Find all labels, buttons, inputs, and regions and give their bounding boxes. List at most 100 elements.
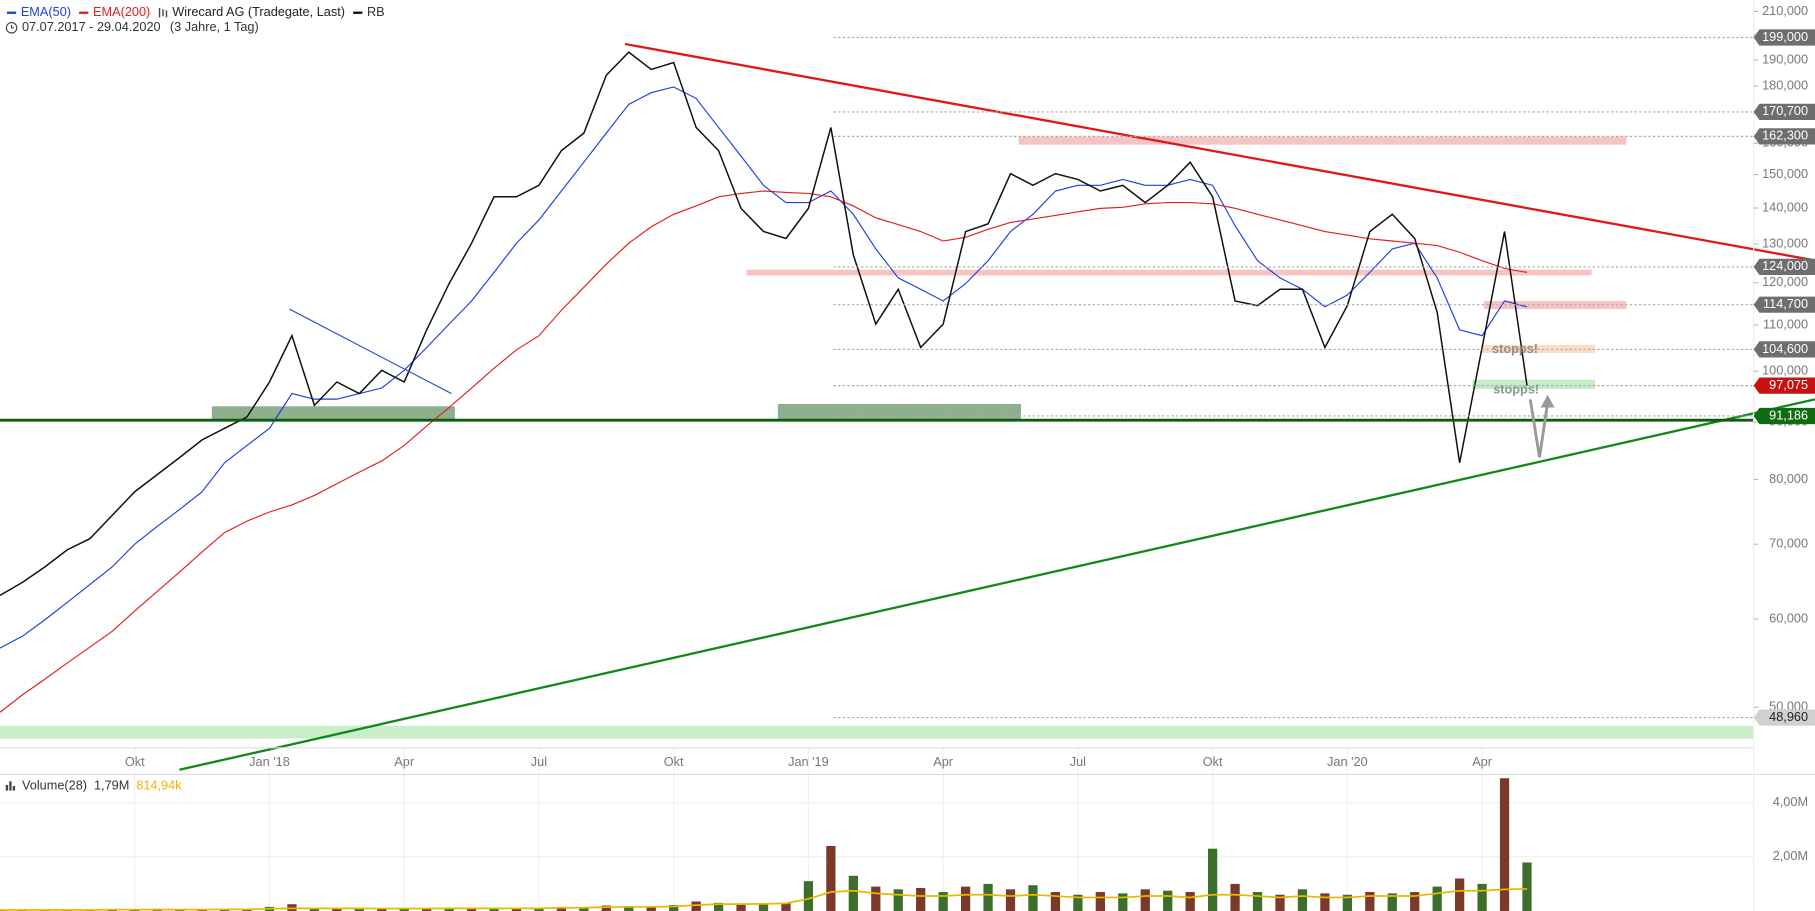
- level-label: 97,075: [1769, 377, 1808, 392]
- annotation: stopps!: [1493, 381, 1539, 396]
- y-tick-label: 130,000: [1762, 235, 1808, 250]
- x-tick-label: Okt: [1203, 754, 1223, 769]
- y-tick-label: 140,000: [1762, 199, 1808, 214]
- x-tick-label: Jul: [1070, 754, 1086, 769]
- volume-bar: [1297, 889, 1308, 911]
- level-badge: [1753, 29, 1815, 46]
- level-label: 48,960: [1769, 709, 1808, 724]
- volume-bar: [1140, 889, 1150, 911]
- x-tick-label: Okt: [125, 754, 145, 769]
- volume-bar: [1230, 883, 1240, 911]
- price-line: [0, 86, 1528, 649]
- legend-label: RB: [367, 4, 385, 19]
- volume-ma-value: 814,94k: [136, 777, 182, 792]
- level-label: 124,000: [1762, 258, 1808, 273]
- level-label: 104,600: [1762, 341, 1808, 356]
- volume-bar: [579, 907, 589, 911]
- volume-bar: [1365, 892, 1375, 911]
- level-label: 199,000: [1762, 29, 1808, 44]
- level-badge: [1753, 341, 1815, 358]
- trend-line: [289, 308, 452, 395]
- level-label: 114,700: [1763, 296, 1808, 311]
- volume-bar: [1185, 892, 1195, 911]
- clock-icon: [5, 22, 18, 34]
- volume-bar: [1387, 893, 1397, 911]
- resistance-zone: [746, 269, 1592, 276]
- level-label: 170,700: [1762, 103, 1808, 118]
- volume-bar: [1118, 893, 1128, 911]
- volume-bar: [332, 908, 342, 911]
- volume-bar: [354, 907, 364, 911]
- volume-bar: [1252, 892, 1263, 911]
- level-badge: [1753, 296, 1815, 313]
- resistance-zone: [1483, 300, 1627, 310]
- volume-bar: [646, 906, 656, 911]
- volume-bar: [893, 889, 903, 911]
- level-badge: [1753, 407, 1815, 425]
- x-tick-label: Apr: [1472, 754, 1493, 769]
- volume-bar: [422, 908, 432, 911]
- volume-bar: [871, 886, 881, 911]
- resistance-zone: [1018, 136, 1627, 145]
- legend-label: Wirecard AG (Tradegate, Last): [172, 4, 345, 19]
- volume-icon: [5, 781, 16, 791]
- volume-bar: [1522, 862, 1532, 911]
- price-line: [0, 190, 1528, 713]
- date-range: 07.07.2017 - 29.04.2020: [22, 19, 161, 34]
- volume-bar: [1073, 894, 1083, 911]
- y-tick-label: 150,000: [1762, 166, 1808, 181]
- volume-bar: [1432, 886, 1442, 911]
- volume-bar: [669, 905, 679, 911]
- volume-bar: [1342, 894, 1352, 911]
- volume-bar: [1455, 878, 1465, 911]
- volume-bar: [489, 908, 499, 911]
- y-tick-label: 60,000: [1769, 610, 1808, 625]
- volume-value: 1,79M: [94, 777, 129, 792]
- support-zone: [777, 403, 1021, 420]
- volume-bar: [1163, 890, 1173, 911]
- volume-title: Volume(28): [22, 777, 87, 792]
- volume-bar: [1028, 885, 1038, 911]
- level-badge: [1753, 258, 1815, 276]
- volume-bar: [1410, 892, 1420, 911]
- volume-bar: [309, 907, 320, 911]
- volume-bar: [758, 903, 769, 911]
- volume-bar: [624, 906, 634, 911]
- level-badge: [1753, 103, 1815, 121]
- volume-bar: [736, 904, 746, 911]
- price-line: [0, 51, 1528, 596]
- volume-bar: [938, 892, 948, 911]
- volume-bar: [781, 902, 791, 911]
- y-tick-label: 2,00M: [1773, 848, 1808, 863]
- x-tick-label: Apr: [933, 754, 954, 769]
- volume-bar: [803, 881, 814, 911]
- level-badge: [1753, 377, 1815, 394]
- level-badge: [1753, 128, 1815, 145]
- volume-bar: [848, 875, 858, 911]
- period: (3 Jahre, 1 Tag): [170, 19, 259, 34]
- legend-swatch: [158, 8, 168, 18]
- legend-label: EMA(200): [93, 4, 150, 19]
- volume-bar: [444, 907, 454, 911]
- volume-ma-line: [0, 888, 1528, 911]
- legend-label: EMA(50): [21, 4, 71, 19]
- support-band: [0, 725, 1754, 739]
- trend-line: [179, 398, 1815, 771]
- volume-bar: [1005, 889, 1016, 911]
- volume-bar: [601, 905, 611, 911]
- volume-bar: [1050, 892, 1061, 911]
- volume-bar: [983, 883, 993, 911]
- level-badge: [1753, 709, 1815, 726]
- volume-bar: [1275, 894, 1285, 911]
- y-tick-label: 4,00M: [1773, 794, 1808, 809]
- volume-bar: [1320, 893, 1330, 911]
- y-tick-label: 180,000: [1762, 78, 1808, 93]
- y-tick-label: 210,000: [1762, 3, 1808, 18]
- support-zone: [211, 406, 455, 421]
- volume-bar: [826, 845, 836, 911]
- volume-bar: [466, 908, 477, 911]
- volume-bar: [399, 908, 409, 911]
- y-tick-label: 110,000: [1763, 316, 1808, 331]
- volume-bar: [377, 908, 387, 911]
